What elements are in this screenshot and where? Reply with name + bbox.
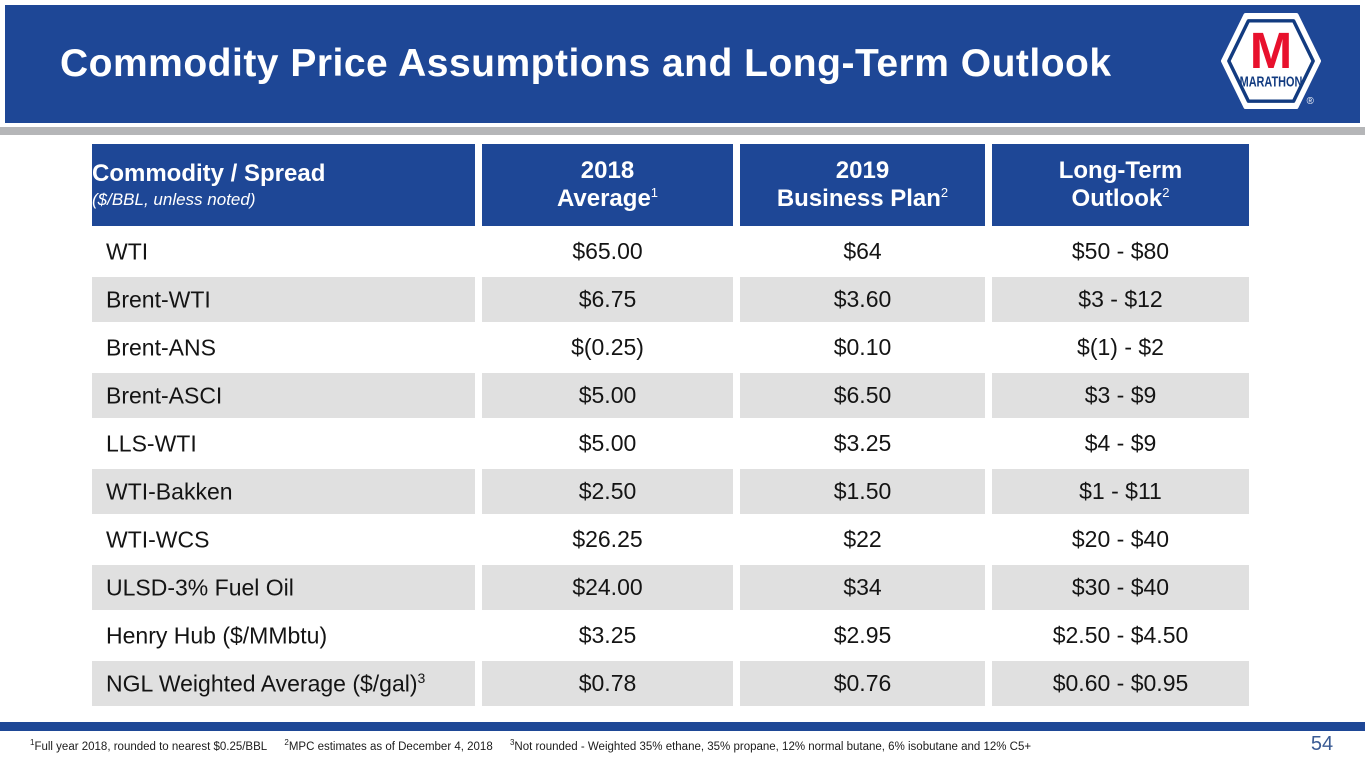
avg-2018-cell: $(0.25): [482, 325, 733, 370]
plan-2019-cell: $0.10: [740, 325, 985, 370]
avg-2018-cell: $3.25: [482, 613, 733, 658]
footnote-3: 3Not rounded - Weighted 35% ethane, 35% …: [509, 738, 1032, 753]
plan-2019-cell: $0.76: [740, 661, 985, 706]
outlook-cell: $3 - $12: [992, 277, 1249, 322]
avg-2018-cell: $6.75: [482, 277, 733, 322]
outlook-cell: $30 - $40: [992, 565, 1249, 610]
outlook-cell: $50 - $80: [992, 229, 1249, 274]
avg-2018-cell: $5.00: [482, 421, 733, 466]
commodity-label-cell: Brent-ASCI: [92, 373, 475, 418]
outlook-cell: $0.60 - $0.95: [992, 661, 1249, 706]
plan-2019-cell: $2.95: [740, 613, 985, 658]
header-2018-average: 2018 Average1: [482, 144, 733, 226]
plan-2019-cell: $64: [740, 229, 985, 274]
header-units-note: ($/BBL, unless noted): [92, 190, 256, 210]
table-row: WTI-WCS $26.25 $22 $20 - $40: [92, 517, 1249, 562]
logo-registered-mark: ®: [1307, 96, 1315, 107]
logo-wordmark: MARATHON: [1240, 75, 1303, 91]
table-header-row: Commodity / Spread ($/BBL, unless noted)…: [92, 144, 1249, 226]
footer-divider-bar: [0, 722, 1365, 731]
plan-2019-cell: $22: [740, 517, 985, 562]
avg-2018-cell: $65.00: [482, 229, 733, 274]
outlook-cell: $3 - $9: [992, 373, 1249, 418]
page-number: 54: [1310, 733, 1334, 755]
footnotes: 1Full year 2018, rounded to nearest $0.2…: [30, 738, 1045, 753]
header-2019-business-plan: 2019 Business Plan2: [740, 144, 985, 226]
commodity-label-cell: WTI-WCS: [92, 517, 475, 562]
plan-2019-cell: $34: [740, 565, 985, 610]
avg-2018-cell: $5.00: [482, 373, 733, 418]
logo-monogram: M: [1250, 22, 1292, 79]
plan-2019-cell: $3.60: [740, 277, 985, 322]
table-row: Brent-ANS $(0.25) $0.10 $(1) - $2: [92, 325, 1249, 370]
table-row: ULSD-3% Fuel Oil $24.00 $34 $30 - $40: [92, 565, 1249, 610]
footnote-2: 2MPC estimates as of December 4, 2018: [284, 738, 493, 753]
commodity-label-cell: LLS-WTI: [92, 421, 475, 466]
commodity-price-table: Commodity / Spread ($/BBL, unless noted)…: [85, 141, 1256, 709]
footnote-1: 1Full year 2018, rounded to nearest $0.2…: [30, 738, 268, 753]
outlook-cell: $20 - $40: [992, 517, 1249, 562]
plan-2019-cell: $3.25: [740, 421, 985, 466]
outlook-cell: $(1) - $2: [992, 325, 1249, 370]
commodity-label-cell: NGL Weighted Average ($/gal)3: [92, 661, 475, 706]
header-long-term-outlook: Long-Term Outlook2: [992, 144, 1249, 226]
table-row: Brent-ASCI $5.00 $6.50 $3 - $9: [92, 373, 1249, 418]
commodity-label-cell: Brent-ANS: [92, 325, 475, 370]
plan-2019-cell: $6.50: [740, 373, 985, 418]
commodity-label-cell: WTI-Bakken: [92, 469, 475, 514]
header-commodity-spread: Commodity / Spread ($/BBL, unless noted): [92, 144, 475, 226]
page-title: Commodity Price Assumptions and Long-Ter…: [60, 42, 1112, 85]
commodity-label-cell: Henry Hub ($/MMbtu): [92, 613, 475, 658]
marathon-logo-icon: M MARATHON ®: [1220, 12, 1322, 110]
plan-2019-cell: $1.50: [740, 469, 985, 514]
commodity-label-cell: Brent-WTI: [92, 277, 475, 322]
table-row: Henry Hub ($/MMbtu) $3.25 $2.95 $2.50 - …: [92, 613, 1249, 658]
table-row: WTI-Bakken $2.50 $1.50 $1 - $11: [92, 469, 1249, 514]
avg-2018-cell: $2.50: [482, 469, 733, 514]
table-row: NGL Weighted Average ($/gal)3 $0.78 $0.7…: [92, 661, 1249, 706]
avg-2018-cell: $24.00: [482, 565, 733, 610]
outlook-cell: $1 - $11: [992, 469, 1249, 514]
commodity-label-cell: ULSD-3% Fuel Oil: [92, 565, 475, 610]
table-row: WTI $65.00 $64 $50 - $80: [92, 229, 1249, 274]
avg-2018-cell: $0.78: [482, 661, 733, 706]
banner-divider: [0, 127, 1365, 135]
title-banner: Commodity Price Assumptions and Long-Ter…: [5, 5, 1360, 123]
outlook-cell: $4 - $9: [992, 421, 1249, 466]
outlook-cell: $2.50 - $4.50: [992, 613, 1249, 658]
table-row: Brent-WTI $6.75 $3.60 $3 - $12: [92, 277, 1249, 322]
table-row: LLS-WTI $5.00 $3.25 $4 - $9: [92, 421, 1249, 466]
avg-2018-cell: $26.25: [482, 517, 733, 562]
commodity-label-cell: WTI: [92, 229, 475, 274]
